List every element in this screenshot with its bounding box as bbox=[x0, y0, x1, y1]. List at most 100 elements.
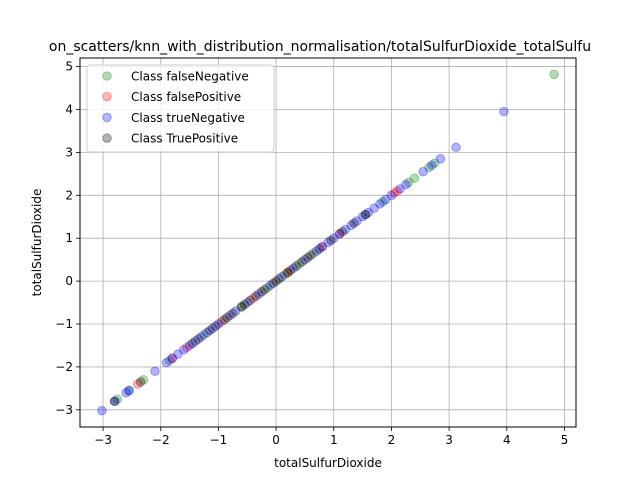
legend: Class falseNegative Class falsePositive Cl… bbox=[86, 64, 275, 153]
data-point bbox=[297, 257, 307, 267]
data-point bbox=[274, 274, 284, 284]
data-points bbox=[97, 69, 559, 416]
data-point bbox=[202, 327, 212, 338]
data-point bbox=[291, 261, 302, 271]
data-point bbox=[138, 375, 149, 385]
data-point bbox=[248, 293, 258, 304]
y-axis-label: totalSulfurDioxide bbox=[30, 189, 44, 297]
data-point bbox=[112, 394, 123, 404]
data-point bbox=[196, 332, 206, 342]
data-point bbox=[311, 246, 322, 256]
series-1 bbox=[132, 186, 403, 389]
data-point bbox=[184, 340, 195, 351]
chart-title: on_scatters/knn_with_distribution_normal… bbox=[49, 39, 591, 55]
y-tick-label: 0 bbox=[65, 274, 73, 288]
data-point bbox=[181, 342, 192, 353]
data-point bbox=[204, 325, 215, 336]
data-point bbox=[375, 199, 385, 209]
data-point bbox=[135, 377, 146, 387]
legend-label: Class falseNegative bbox=[131, 70, 249, 84]
data-point bbox=[346, 220, 356, 231]
data-point bbox=[282, 267, 293, 278]
data-point bbox=[256, 287, 267, 297]
data-point bbox=[167, 353, 178, 364]
x-axis-label: totalSulfurDioxide bbox=[274, 456, 382, 470]
data-point bbox=[282, 267, 293, 278]
data-point bbox=[403, 177, 414, 188]
data-point bbox=[207, 323, 218, 334]
data-point bbox=[418, 166, 428, 177]
data-point bbox=[109, 396, 120, 407]
x-tick-label: −2 bbox=[152, 433, 170, 447]
data-point bbox=[97, 405, 107, 416]
data-point bbox=[451, 142, 461, 153]
data-point bbox=[499, 106, 509, 117]
data-point bbox=[337, 226, 348, 237]
data-point bbox=[216, 317, 227, 327]
data-point bbox=[328, 233, 339, 244]
series-3 bbox=[109, 209, 371, 407]
data-point bbox=[424, 162, 434, 173]
x-tick-label: −3 bbox=[94, 433, 112, 447]
legend-box bbox=[86, 64, 275, 153]
y-tick-label: −3 bbox=[55, 403, 73, 417]
data-point bbox=[395, 184, 405, 194]
data-point bbox=[124, 385, 134, 396]
data-point bbox=[253, 289, 264, 299]
data-point bbox=[305, 250, 316, 261]
data-point bbox=[230, 306, 241, 316]
data-point bbox=[236, 302, 247, 312]
data-point bbox=[285, 265, 296, 276]
data-point bbox=[429, 158, 440, 168]
data-point bbox=[317, 241, 328, 252]
data-point bbox=[225, 310, 235, 321]
data-point bbox=[389, 188, 400, 198]
data-point bbox=[222, 312, 232, 323]
data-point bbox=[251, 291, 261, 301]
data-point bbox=[259, 284, 270, 295]
data-point bbox=[187, 338, 198, 349]
x-tick-label: 5 bbox=[561, 433, 569, 447]
data-point bbox=[228, 308, 238, 319]
y-tick-label: 5 bbox=[65, 60, 73, 74]
data-point bbox=[323, 237, 333, 248]
data-point bbox=[277, 272, 287, 282]
data-point bbox=[352, 216, 362, 226]
data-point bbox=[349, 218, 359, 228]
data-point bbox=[317, 241, 328, 252]
data-point bbox=[239, 299, 250, 310]
legend-label: Class TruePositive bbox=[131, 132, 238, 146]
x-tick-label: 4 bbox=[503, 433, 511, 447]
legend-marker bbox=[102, 133, 112, 143]
y-tick-label: 4 bbox=[65, 102, 73, 116]
data-point bbox=[435, 154, 446, 164]
data-point bbox=[377, 196, 388, 207]
data-point bbox=[279, 269, 290, 280]
data-point bbox=[262, 282, 273, 293]
legend-label: Class trueNegative bbox=[131, 111, 245, 125]
data-point bbox=[268, 278, 279, 289]
data-point bbox=[369, 203, 379, 213]
data-point bbox=[190, 336, 201, 346]
data-point bbox=[334, 229, 345, 239]
data-point bbox=[401, 179, 411, 190]
data-point bbox=[308, 248, 319, 259]
legend-marker bbox=[102, 71, 112, 81]
data-point bbox=[427, 160, 437, 171]
axis-ticks: −3 −2 −1 0 1 2 3 4 5 −3 −2 −1 0 1 2 3 4 5 bbox=[55, 60, 568, 447]
x-tick-label: 2 bbox=[388, 433, 396, 447]
data-point bbox=[219, 314, 229, 325]
data-point bbox=[549, 69, 559, 80]
data-point bbox=[340, 224, 351, 235]
data-point bbox=[245, 295, 255, 306]
data-point bbox=[314, 244, 325, 254]
series-0 bbox=[112, 69, 559, 404]
data-point bbox=[265, 280, 276, 291]
data-point bbox=[409, 173, 420, 183]
y-tick-label: 1 bbox=[65, 231, 73, 245]
x-tick-label: 3 bbox=[445, 433, 453, 447]
data-point bbox=[357, 211, 368, 222]
data-point bbox=[334, 229, 345, 239]
y-tick-label: 3 bbox=[65, 145, 73, 159]
